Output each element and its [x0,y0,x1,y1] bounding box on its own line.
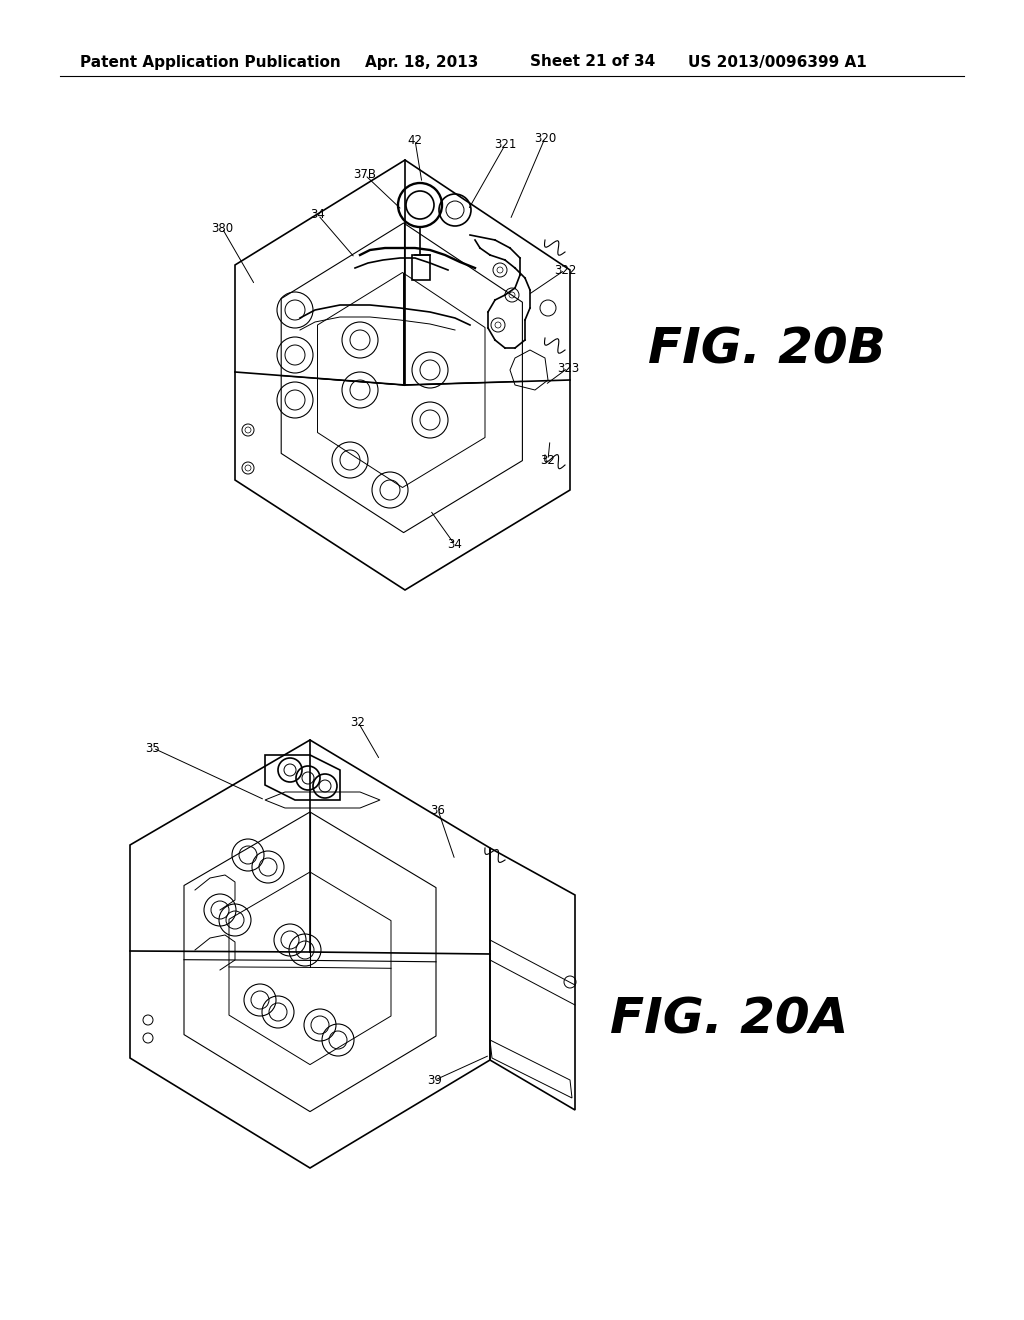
Text: 34: 34 [447,539,463,552]
Text: 322: 322 [554,264,577,276]
Text: FIG. 20A: FIG. 20A [610,997,848,1044]
Text: 36: 36 [430,804,445,817]
Text: 323: 323 [557,362,580,375]
Text: 32: 32 [541,454,555,466]
Text: 32: 32 [350,715,366,729]
Text: Patent Application Publication: Patent Application Publication [80,54,341,70]
Text: Sheet 21 of 34: Sheet 21 of 34 [530,54,655,70]
Text: 34: 34 [310,209,326,222]
Text: 321: 321 [494,139,516,152]
Text: 35: 35 [145,742,161,755]
Text: Apr. 18, 2013: Apr. 18, 2013 [365,54,478,70]
Text: 42: 42 [408,133,423,147]
Text: 39: 39 [428,1073,442,1086]
Text: US 2013/0096399 A1: US 2013/0096399 A1 [688,54,866,70]
Text: 380: 380 [211,222,233,235]
Text: FIG. 20B: FIG. 20B [648,326,886,374]
Text: 320: 320 [534,132,556,144]
Text: 37B: 37B [353,169,377,181]
